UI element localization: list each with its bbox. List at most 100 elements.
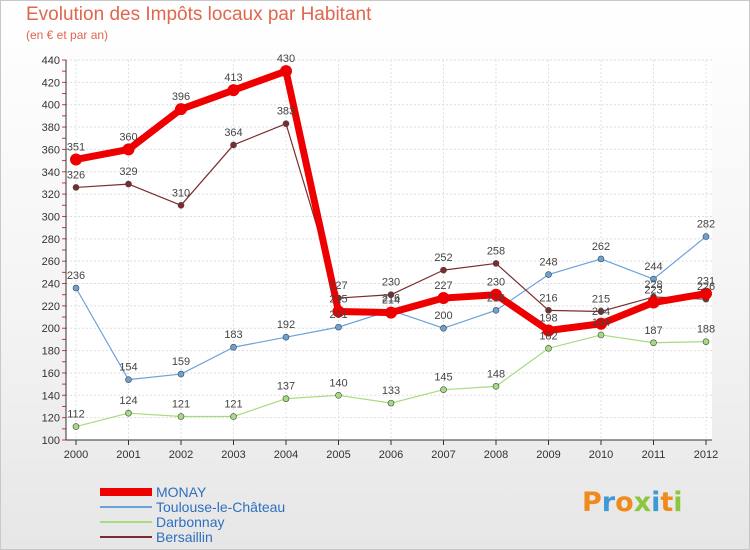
data-label: 182: [539, 330, 557, 342]
y-tick-label: 120: [42, 413, 60, 425]
data-point: [440, 386, 447, 394]
y-tick-label: 300: [42, 211, 60, 223]
data-label: 236: [67, 270, 85, 282]
x-tick-label: 2008: [484, 449, 508, 461]
legend-label-toulouse: Toulouse-le-Château: [156, 499, 286, 515]
y-tick-label: 320: [42, 189, 60, 201]
logo-letter: x: [633, 487, 652, 518]
data-label: 145: [434, 372, 452, 384]
y-tick-label: 420: [42, 77, 60, 89]
data-point: [700, 287, 712, 300]
data-label: 159: [172, 356, 190, 368]
x-tick-label: 2004: [274, 449, 298, 461]
data-point: [440, 266, 447, 274]
data-point: [122, 143, 135, 156]
data-point: [387, 399, 395, 407]
data-label: 216: [487, 292, 505, 304]
data-label: 223: [644, 285, 662, 297]
proxiti-logo: Proxiti: [582, 487, 683, 518]
data-point: [647, 296, 660, 309]
data-label: 262: [592, 241, 610, 253]
data-point: [702, 233, 710, 240]
legend-swatch-darbonnay: [100, 521, 152, 523]
x-tick-label: 2011: [642, 449, 666, 461]
data-point: [545, 345, 552, 352]
data-label: 140: [329, 377, 347, 389]
data-label: 112: [67, 409, 85, 421]
data-label: 183: [224, 329, 242, 341]
logo-letter: P: [582, 487, 602, 518]
data-point: [332, 305, 345, 318]
data-point: [72, 284, 80, 292]
data-point: [282, 120, 290, 128]
data-label: 148: [487, 368, 505, 380]
data-point: [597, 331, 605, 339]
data-point: [125, 180, 132, 188]
data-label: 329: [119, 166, 137, 178]
data-point: [177, 413, 185, 420]
data-point: [597, 255, 605, 263]
data-point: [702, 338, 710, 345]
data-point: [335, 323, 342, 331]
data-point: [70, 153, 82, 166]
data-label: 201: [329, 309, 347, 321]
data-label: 231: [697, 276, 715, 288]
y-tick-label: 180: [42, 346, 60, 358]
data-label: 252: [434, 252, 452, 264]
data-label: 364: [224, 127, 242, 139]
data-label: 121: [224, 399, 242, 411]
data-label: 230: [487, 277, 505, 289]
data-point: [282, 333, 290, 341]
data-point: [650, 339, 657, 347]
x-tick-label: 2007: [431, 449, 455, 461]
x-tick-label: 2005: [326, 449, 350, 461]
data-label: 360: [119, 131, 137, 143]
data-point: [230, 141, 237, 149]
data-label: 204: [592, 306, 610, 318]
data-label: 121: [172, 399, 190, 411]
logo-letter: i: [673, 487, 683, 518]
data-label: 227: [434, 280, 452, 292]
legend-swatch-monay: [100, 488, 152, 496]
data-point: [440, 324, 447, 332]
data-label: 351: [67, 141, 85, 153]
data-label: 188: [697, 324, 715, 336]
data-point: [542, 324, 555, 337]
data-label: 413: [224, 72, 242, 84]
data-label: 215: [329, 293, 347, 305]
x-tick-label: 2003: [221, 449, 245, 461]
data-label: 226: [697, 281, 715, 293]
plot-area: [66, 60, 712, 440]
y-tick-label: 360: [42, 144, 60, 156]
data-label: 216: [382, 292, 400, 304]
data-label: 282: [697, 219, 715, 231]
y-tick-label: 240: [42, 279, 60, 291]
data-point: [230, 343, 237, 351]
data-point: [175, 103, 187, 116]
legend-swatch-toulouse: [100, 506, 152, 508]
data-label: 194: [592, 317, 610, 329]
data-point: [492, 307, 500, 314]
data-point: [125, 409, 132, 417]
chart-title: Evolution des Impôts locaux par Habitant: [26, 4, 372, 25]
x-tick-label: 2009: [536, 449, 560, 461]
data-point: [490, 288, 502, 301]
logo-letter: r: [601, 487, 616, 518]
data-label: 133: [382, 385, 400, 397]
data-label: 216: [539, 292, 557, 304]
y-tick-label: 160: [42, 368, 60, 380]
y-tick-label: 340: [42, 167, 60, 179]
data-label: 192: [277, 319, 295, 331]
y-tick-label: 260: [42, 256, 60, 268]
data-label: 228: [644, 279, 662, 291]
legend-swatch-bersaillin: [100, 536, 152, 538]
y-tick-label: 220: [42, 301, 60, 313]
x-tick-label: 2010: [589, 449, 613, 461]
data-point: [72, 423, 80, 430]
data-point: [545, 307, 552, 314]
data-point: [282, 395, 290, 402]
data-label: 215: [592, 293, 610, 305]
logo-letter: o: [615, 487, 634, 518]
y-tick-label: 140: [42, 390, 60, 402]
data-point: [227, 84, 240, 97]
